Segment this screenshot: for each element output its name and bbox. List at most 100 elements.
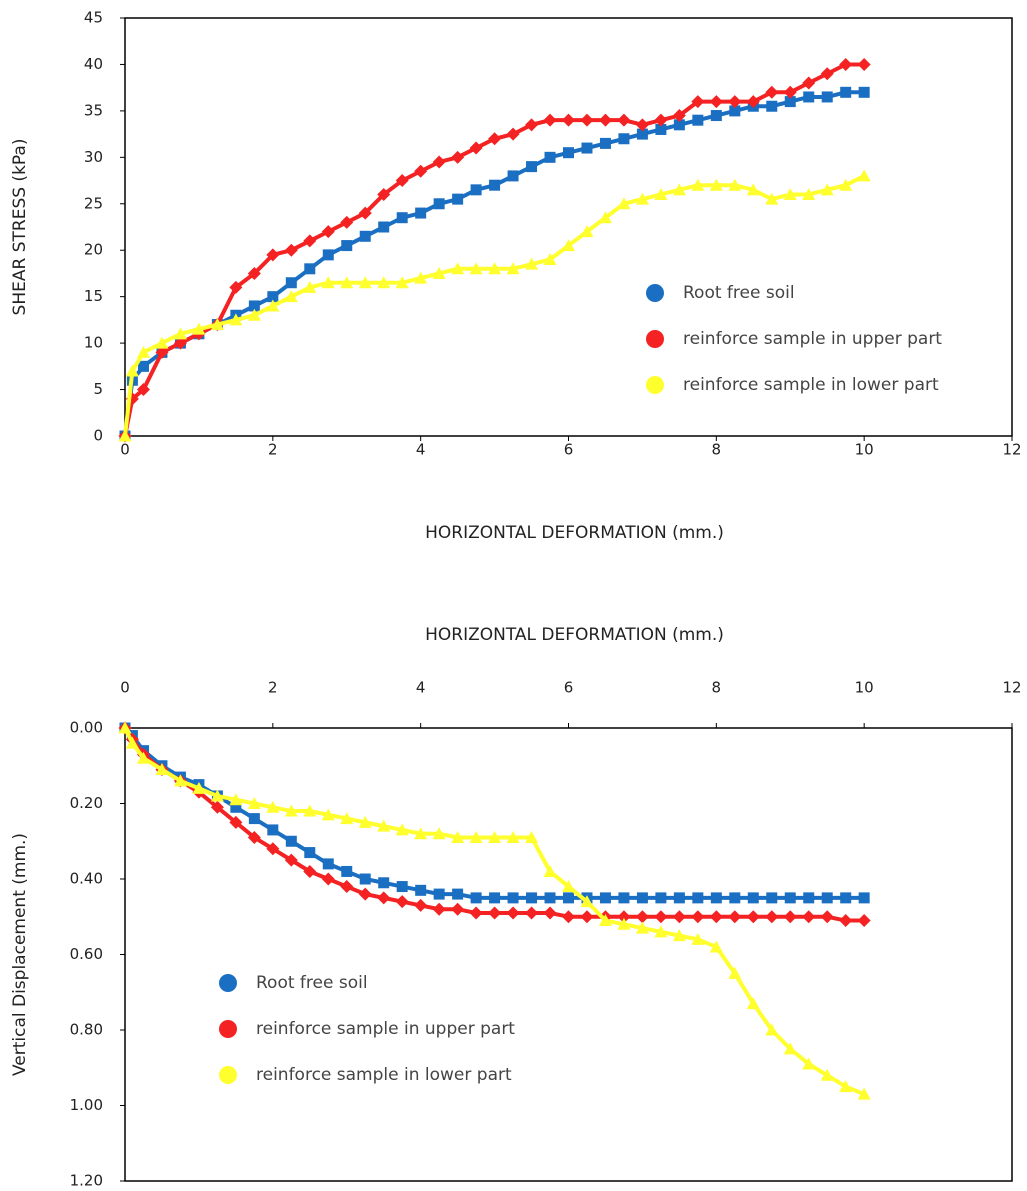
data-point: [802, 1057, 816, 1070]
data-point: [340, 812, 354, 825]
data-point: [598, 113, 612, 127]
data-point: [543, 113, 557, 127]
y-tick-label: 1.00: [70, 1096, 103, 1114]
data-point: [303, 280, 317, 293]
data-point: [765, 910, 779, 924]
data-point: [340, 215, 354, 229]
data-point: [229, 815, 243, 829]
data-point: [691, 95, 705, 109]
data-point: [118, 721, 132, 734]
data-point: [247, 797, 261, 809]
data-point: [525, 118, 539, 132]
data-point: [284, 853, 298, 867]
legend-label: reinforce sample in upper part: [683, 329, 942, 349]
data-point: [248, 300, 260, 312]
data-point: [802, 910, 816, 924]
data-point: [839, 914, 853, 928]
data-point: [654, 113, 668, 127]
y-tick-label: 0.20: [70, 794, 103, 812]
data-point: [562, 113, 575, 127]
data-point: [709, 910, 723, 924]
data-point: [489, 179, 501, 191]
data-point: [210, 318, 224, 331]
data-point: [728, 95, 742, 109]
data-point: [617, 910, 631, 924]
x-axis-title: HORIZONTAL DEFORMATION (mm.): [425, 625, 724, 645]
y-axis-title: Vertical Displacement (mm.): [10, 833, 30, 1076]
data-point: [137, 360, 149, 372]
y-tick-label: 5: [93, 380, 103, 398]
x-tick-label: 10: [855, 441, 874, 459]
data-point: [691, 178, 705, 191]
data-point: [432, 266, 446, 279]
data-point: [266, 299, 280, 312]
data-point: [598, 211, 612, 224]
data-point: [248, 813, 260, 825]
y-tick-label: 15: [84, 287, 103, 305]
data-point: [672, 109, 686, 123]
data-point: [452, 888, 464, 900]
data-point: [247, 266, 261, 280]
data-point: [414, 827, 428, 840]
data-point: [210, 800, 224, 814]
x-tick-label: 8: [712, 441, 722, 459]
data-point: [840, 892, 852, 904]
data-point: [766, 100, 778, 112]
data-point: [155, 763, 169, 776]
series-line: [123, 726, 865, 900]
legend-marker: [219, 974, 237, 992]
data-point: [672, 929, 686, 942]
data-point: [415, 207, 427, 219]
data-point: [803, 892, 815, 904]
data-point: [580, 225, 594, 238]
data-point: [304, 847, 316, 859]
x-tick-label: 10: [855, 679, 874, 697]
data-point: [820, 67, 834, 81]
x-tick-label: 8: [712, 679, 722, 697]
data-point: [710, 110, 722, 122]
x-tick-label: 12: [1002, 679, 1021, 697]
y-tick-label: 25: [84, 194, 103, 212]
data-point: [562, 239, 575, 252]
data-point: [395, 823, 409, 836]
data-point: [599, 892, 611, 904]
data-point: [266, 842, 280, 856]
data-point: [266, 248, 280, 262]
data-point: [543, 906, 557, 920]
data-point: [746, 910, 760, 924]
data-point: [304, 263, 316, 275]
data-point: [285, 277, 297, 289]
data-point: [747, 892, 759, 904]
data-point: [488, 132, 502, 146]
data-point: [230, 801, 242, 813]
data-point: [840, 86, 852, 98]
data-point: [562, 910, 575, 924]
data-point: [395, 895, 409, 909]
data-point: [267, 824, 279, 836]
data-point: [783, 85, 797, 99]
data-point: [396, 212, 408, 224]
data-point: [451, 830, 465, 843]
data-point: [489, 892, 501, 904]
data-point: [341, 240, 353, 252]
data-point: [857, 1087, 871, 1100]
data-point: [525, 257, 539, 270]
data-point: [210, 789, 224, 802]
data-point: [506, 127, 520, 141]
data-point: [709, 940, 723, 953]
data-point: [543, 253, 557, 266]
legend-marker: [219, 1020, 237, 1038]
data-point: [378, 221, 390, 233]
x-tick-label: 4: [416, 441, 426, 459]
data-point: [599, 137, 611, 149]
data-point: [654, 925, 668, 938]
data-point: [488, 262, 502, 275]
y-tick-label: 0.60: [70, 945, 103, 963]
data-point: [507, 892, 519, 904]
data-point: [303, 804, 317, 817]
data-point: [635, 192, 649, 205]
data-point: [821, 892, 833, 904]
y-axis-title: SHEAR STRESS (kPa): [10, 139, 30, 316]
data-point: [635, 118, 649, 132]
